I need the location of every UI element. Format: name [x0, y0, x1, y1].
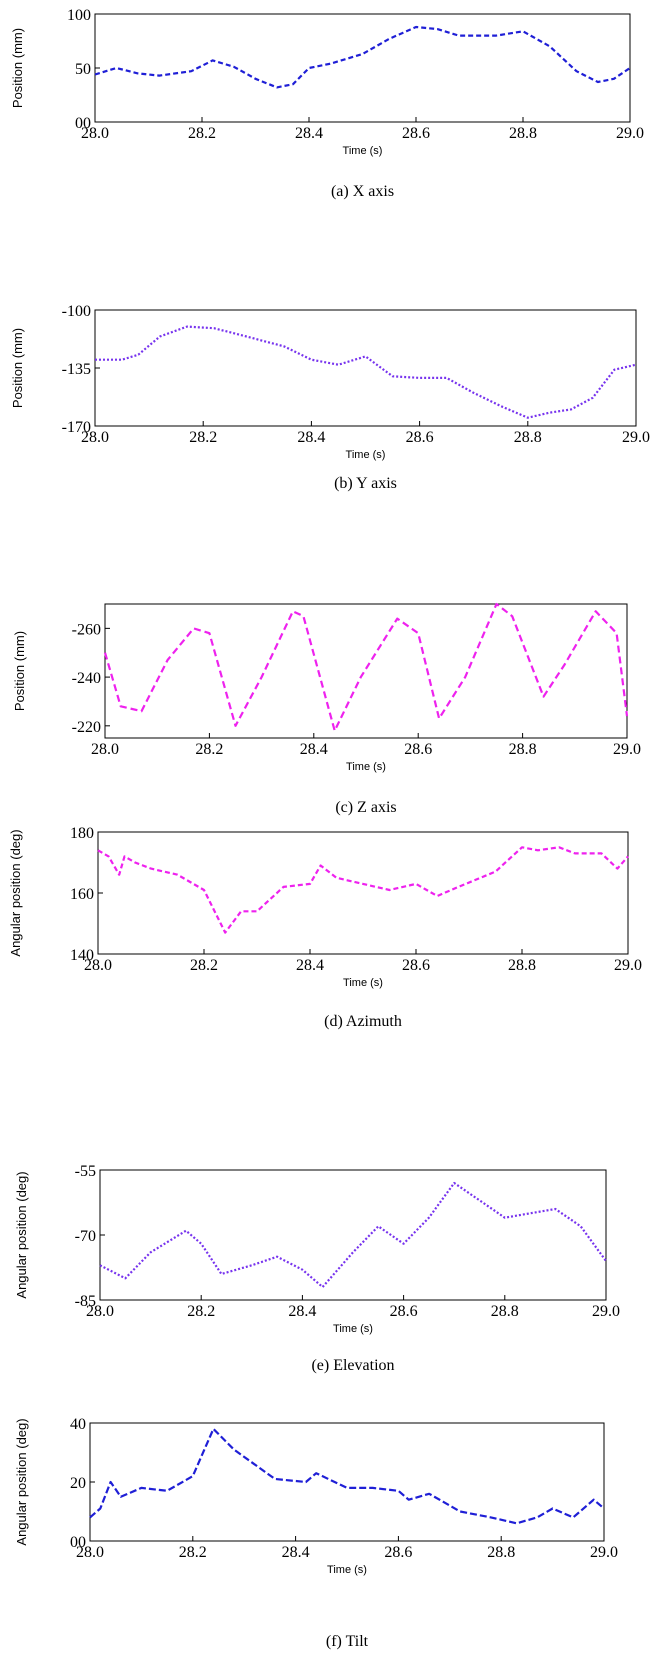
plot-frame — [94, 13, 631, 123]
x-tick-label: 28.4 — [295, 125, 323, 142]
x-tick-label: 28.6 — [402, 125, 430, 142]
series-line — [94, 25, 631, 89]
x-tick-label: 28.0 — [81, 429, 109, 446]
chart-panel-1: 28.0 28.2 28.4 28.6 28.8 29.0 -100 -135 -170 Time… — [10, 303, 650, 492]
y-tick-label: 160 — [70, 886, 94, 903]
y-axis-title: Angular position (deg) — [8, 829, 23, 956]
x-axis-title: Time (s) — [333, 1323, 373, 1335]
chart-panel-2: 28.0 28.2 28.4 28.6 28.8 29.0 -260 -240 -220 Time… — [12, 602, 641, 816]
x-tick-label: 28.4 — [288, 1303, 316, 1320]
plot-frame — [97, 831, 629, 955]
x-tick-label: 28.2 — [179, 1544, 207, 1561]
series-line — [95, 325, 637, 419]
series-line — [89, 1427, 605, 1525]
plot-frame — [94, 309, 637, 427]
chart-caption: (a) X axis — [331, 183, 394, 200]
chart-caption: (f) Tilt — [326, 1633, 369, 1650]
plot-frame — [99, 1169, 607, 1301]
chart-caption: (c) Z axis — [335, 799, 396, 816]
x-tick-label: 28.8 — [508, 957, 536, 974]
x-tick-label: 28.6 — [404, 741, 432, 758]
y-axis-title: Position (mm) — [10, 328, 25, 408]
x-tick-label: 28.0 — [86, 1303, 114, 1320]
x-tick-label: 28.6 — [402, 957, 430, 974]
y-axis-title: Angular position (deg) — [14, 1171, 29, 1298]
y-tick-label: -55 — [75, 1163, 96, 1180]
x-tick-label: 28.2 — [187, 1303, 215, 1320]
y-axis-title: Angular position (deg) — [14, 1418, 29, 1545]
x-tick-label: 29.0 — [614, 957, 642, 974]
x-tick-label: 28.2 — [189, 429, 217, 446]
x-tick-label: 28.0 — [84, 957, 112, 974]
x-tick-label: 28.2 — [190, 957, 218, 974]
chart-panel-5: 28.0 28.2 28.4 28.6 28.8 29.0 00 20 40 Time (s) An… — [14, 1416, 618, 1650]
x-tick-label: 28.4 — [297, 429, 325, 446]
x-tick-label: 28.8 — [487, 1544, 515, 1561]
x-tick-label: 28.0 — [76, 1544, 104, 1561]
y-tick-label: 140 — [70, 947, 94, 964]
x-axis-title: Time (s) — [346, 449, 386, 461]
chart-panel-0: 28.0 28.2 28.4 28.6 28.8 29.0 00 50 100 Time (s) P… — [10, 7, 644, 200]
x-tick-label: 28.4 — [300, 741, 328, 758]
x-tick-label: 29.0 — [613, 741, 641, 758]
x-tick-label: 28.2 — [195, 741, 223, 758]
x-axis-title: Time (s) — [346, 761, 386, 773]
plot-frame — [89, 1422, 605, 1542]
y-tick-label: -135 — [62, 361, 91, 378]
y-tick-label: -85 — [75, 1293, 96, 1310]
series-line — [103, 602, 629, 732]
series-line — [97, 846, 629, 934]
y-tick-label: 180 — [70, 825, 94, 842]
x-axis-title: Time (s) — [343, 145, 383, 157]
y-tick-label: -220 — [72, 719, 101, 736]
y-tick-label: 20 — [70, 1475, 86, 1492]
y-tick-label: -100 — [62, 303, 91, 320]
x-tick-label: 28.6 — [384, 1544, 412, 1561]
series-line — [99, 1181, 607, 1289]
y-tick-label: -240 — [72, 670, 101, 687]
chart-caption: (b) Y axis — [334, 475, 397, 492]
plot-frame — [104, 603, 628, 739]
x-tick-label: 29.0 — [590, 1544, 618, 1561]
y-axis-title: Position (mm) — [12, 631, 27, 711]
x-tick-label: 28.8 — [509, 125, 537, 142]
x-tick-label: 29.0 — [592, 1303, 620, 1320]
x-tick-label: 29.0 — [616, 125, 644, 142]
x-tick-label: 28.8 — [509, 741, 537, 758]
y-tick-label: 40 — [70, 1416, 86, 1433]
y-axis-title: Position (mm) — [10, 28, 25, 108]
y-tick-label: 00 — [75, 115, 91, 132]
y-tick-label: 50 — [75, 61, 91, 78]
y-tick-label: -260 — [72, 621, 101, 638]
y-tick-label: 100 — [67, 7, 91, 24]
y-tick-label: -70 — [75, 1228, 96, 1245]
x-tick-label: 28.4 — [282, 1544, 310, 1561]
x-tick-label: 28.8 — [491, 1303, 519, 1320]
x-axis-title: Time (s) — [343, 977, 383, 989]
x-tick-label: 28.4 — [296, 957, 324, 974]
chart-caption: (e) Elevation — [311, 1357, 394, 1374]
chart-caption: (d) Azimuth — [324, 1013, 402, 1030]
x-tick-label: 29.0 — [622, 429, 650, 446]
chart-panel-3: 28.0 28.2 28.4 28.6 28.8 29.0 140 160 180 Time (s… — [8, 825, 642, 1030]
x-tick-label: 28.0 — [81, 125, 109, 142]
x-tick-label: 28.8 — [514, 429, 542, 446]
x-tick-label: 28.2 — [188, 125, 216, 142]
chart-panel-4: 28.0 28.2 28.4 28.6 28.8 29.0 -55 -70 -85 Time (s… — [14, 1163, 620, 1374]
y-tick-label: -170 — [62, 419, 91, 436]
x-tick-label: 28.6 — [406, 429, 434, 446]
y-tick-label: 00 — [70, 1534, 86, 1551]
x-axis-title: Time (s) — [327, 1564, 367, 1576]
x-tick-label: 28.0 — [91, 741, 119, 758]
x-tick-label: 28.6 — [390, 1303, 418, 1320]
